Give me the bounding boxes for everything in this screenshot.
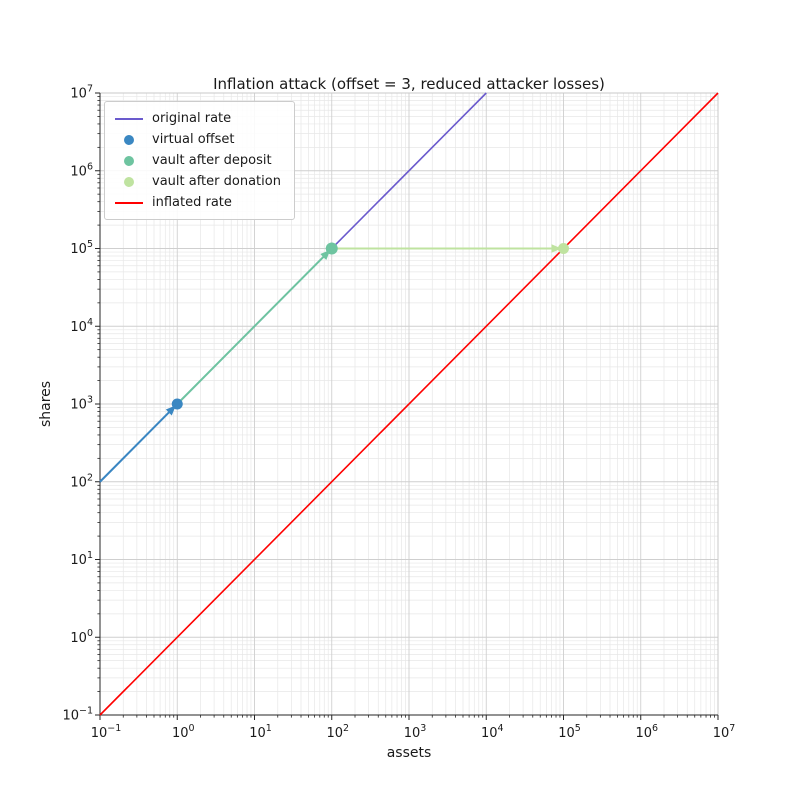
x-tick-label: 102 bbox=[326, 723, 349, 741]
legend-label: virtual offset bbox=[152, 132, 235, 147]
donation-arrow-head bbox=[551, 244, 562, 253]
legend-dot-swatch bbox=[124, 155, 134, 166]
y-tick-label: 107 bbox=[70, 84, 93, 102]
point-virtual-offset bbox=[171, 398, 183, 410]
ticks bbox=[95, 92, 719, 720]
legend-dot-icon bbox=[113, 134, 145, 145]
legend-item-virtual-offset: virtual offset bbox=[113, 129, 284, 150]
legend-line-icon bbox=[113, 117, 145, 120]
legend-dot-swatch bbox=[124, 134, 134, 145]
legend-item-original-rate: original rate bbox=[113, 108, 284, 129]
legend-line-icon bbox=[113, 201, 145, 204]
y-axis-label: shares bbox=[38, 380, 54, 428]
legend-item-vault-after-deposit: vault after deposit bbox=[113, 150, 284, 171]
x-tick-label: 10−1 bbox=[91, 723, 122, 741]
legend-label: vault after donation bbox=[152, 174, 281, 189]
x-axis-label: assets bbox=[386, 745, 432, 761]
legend-item-inflated-rate: inflated rate bbox=[113, 192, 284, 213]
point-vault-after-deposit bbox=[325, 242, 338, 255]
x-tick-label: 107 bbox=[713, 723, 736, 741]
legend-dot-icon bbox=[113, 176, 145, 187]
legend-label: vault after deposit bbox=[152, 153, 272, 168]
legend-item-vault-after-donation: vault after donation bbox=[113, 171, 284, 192]
offset-arrow bbox=[99, 406, 176, 483]
legend-label: original rate bbox=[152, 111, 232, 126]
x-tick-label: 105 bbox=[558, 723, 581, 741]
legend-dot-icon bbox=[113, 155, 145, 166]
y-tick-label: 102 bbox=[70, 472, 93, 490]
x-tick-label: 100 bbox=[172, 723, 195, 741]
legend-label: inflated rate bbox=[152, 195, 232, 210]
legend-dot-swatch bbox=[124, 176, 134, 187]
x-tick-label: 106 bbox=[635, 723, 658, 741]
x-tick-label: 103 bbox=[404, 723, 427, 741]
y-tick-label: 101 bbox=[70, 550, 93, 568]
x-tick-label: 101 bbox=[249, 723, 272, 741]
y-tick-label: 103 bbox=[70, 395, 93, 413]
point-vault-after-donation bbox=[558, 243, 569, 254]
y-tick-label: 100 bbox=[70, 628, 93, 646]
y-tick-label: 105 bbox=[70, 239, 93, 257]
deposit-arrow bbox=[176, 250, 330, 405]
offset-arrow-head bbox=[165, 405, 176, 416]
legend-line-swatch bbox=[115, 117, 143, 120]
y-tick-label: 106 bbox=[70, 161, 93, 179]
chart-title: Inflation attack (offset = 3, reduced at… bbox=[213, 75, 605, 93]
series-inflated-rate-line bbox=[99, 92, 719, 716]
legend: original rate virtual offset vault after d… bbox=[104, 101, 295, 220]
legend-line-swatch bbox=[115, 201, 143, 204]
y-tick-label: 104 bbox=[70, 317, 93, 335]
x-tick-label: 104 bbox=[481, 723, 504, 741]
y-tick-label: 10−1 bbox=[62, 706, 93, 724]
